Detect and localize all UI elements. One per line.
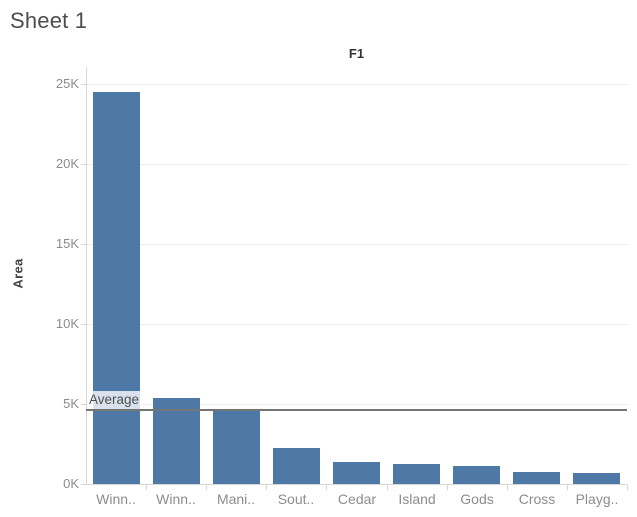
bar[interactable] (333, 462, 380, 484)
bar[interactable] (213, 409, 260, 484)
y-tick-label: 25K (55, 76, 79, 91)
gridline (87, 403, 627, 405)
gridline (87, 243, 627, 245)
bar[interactable] (393, 464, 440, 484)
sheet-title: Sheet 1 (10, 8, 88, 33)
y-tick-label: 20K (55, 156, 79, 171)
x-tick-mark (146, 485, 147, 490)
x-tick-mark (507, 485, 508, 490)
gridline (87, 83, 627, 85)
bar[interactable] (513, 471, 560, 484)
bar[interactable] (273, 448, 320, 484)
x-tick-mark (326, 485, 327, 490)
average-reference-label: Average (87, 390, 144, 409)
x-category-label[interactable]: Playg.. (575, 491, 619, 507)
y-axis-line (86, 67, 87, 484)
gridline (87, 163, 627, 165)
x-category-label[interactable]: Cedar (337, 491, 377, 507)
bar[interactable] (573, 473, 620, 484)
x-category-label[interactable]: Winn.. (96, 491, 136, 507)
x-category-label[interactable]: Gods (460, 491, 494, 507)
x-category-label[interactable]: Sout.. (277, 491, 315, 507)
x-category-label[interactable]: Winn.. (156, 491, 196, 507)
y-tick-mark (81, 484, 86, 485)
chart-column-header: F1 (348, 46, 365, 61)
bar[interactable] (453, 465, 500, 484)
x-tick-mark (627, 485, 628, 490)
x-category-label[interactable]: Mani.. (216, 491, 256, 507)
x-tick-mark (567, 485, 568, 490)
y-tick-label: 10K (55, 316, 79, 331)
x-tick-mark (447, 485, 448, 490)
x-axis-line (86, 484, 627, 485)
bar[interactable] (93, 92, 140, 484)
x-category-label[interactable]: Island (398, 491, 436, 507)
x-tick-mark (266, 485, 267, 490)
y-tick-mark (81, 164, 86, 165)
y-tick-label: 15K (55, 236, 79, 251)
y-tick-label: 5K (63, 396, 79, 411)
y-tick-mark (81, 244, 86, 245)
x-tick-mark (387, 485, 388, 490)
gridline (87, 323, 627, 325)
y-tick-label: 0K (63, 476, 79, 491)
x-category-label[interactable]: Cross (518, 491, 556, 507)
average-reference-line (86, 408, 627, 411)
y-tick-mark (81, 84, 86, 85)
y-tick-mark (81, 404, 86, 405)
x-tick-mark (206, 485, 207, 490)
bar[interactable] (153, 397, 200, 484)
y-tick-mark (81, 324, 86, 325)
